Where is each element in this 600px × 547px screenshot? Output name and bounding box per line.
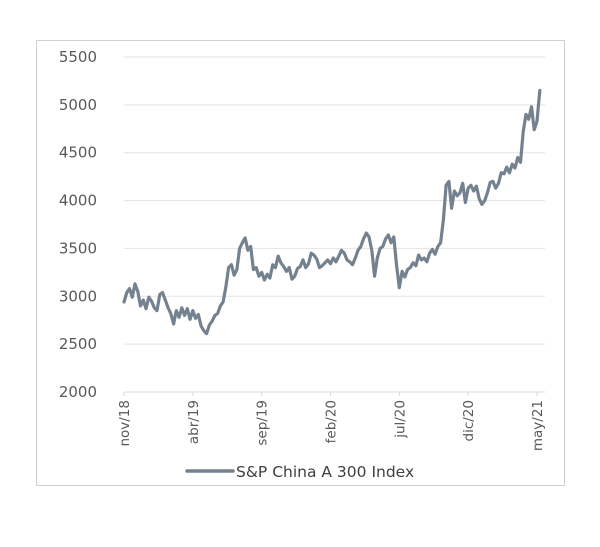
y-tick-label: 3000 — [59, 287, 97, 305]
gridlines — [124, 56, 545, 345]
y-tick-label: 2500 — [59, 335, 97, 353]
legend: S&P China A 300 Index — [185, 463, 414, 481]
x-tick-label: feb/20 — [324, 400, 340, 443]
y-tick-label: 2000 — [59, 383, 97, 401]
y-tick-label: 4000 — [59, 192, 97, 210]
x-tick-label: sep/19 — [255, 400, 271, 446]
x-tick-label: nov/18 — [117, 400, 133, 447]
y-tick-label: 5000 — [59, 96, 97, 114]
y-tick-label: 5500 — [59, 48, 97, 66]
legend-label: S&P China A 300 Index — [236, 463, 414, 481]
x-tick-label: jul/20 — [392, 400, 408, 439]
x-tick-label: dic/20 — [461, 400, 477, 441]
x-tick-label: abr/19 — [186, 400, 202, 444]
y-tick-label: 4500 — [59, 144, 97, 162]
y-tick-label: 3500 — [59, 239, 97, 257]
chart-frame: 2000 2500 3000 3500 4000 4500 5000 5500 nov/18 a… — [36, 40, 565, 486]
x-axis: nov/18 abr/19 sep/19 feb/20 jul/20 dic/20 may/… — [117, 391, 546, 451]
y-axis: 2000 2500 3000 3500 4000 4500 5000 5500 — [59, 48, 97, 401]
series-line-sp-china-a-300 — [122, 88, 542, 336]
x-tick-label: may/21 — [530, 400, 546, 451]
line-chart: 2000 2500 3000 3500 4000 4500 5000 5500 nov/18 a… — [59, 48, 546, 481]
